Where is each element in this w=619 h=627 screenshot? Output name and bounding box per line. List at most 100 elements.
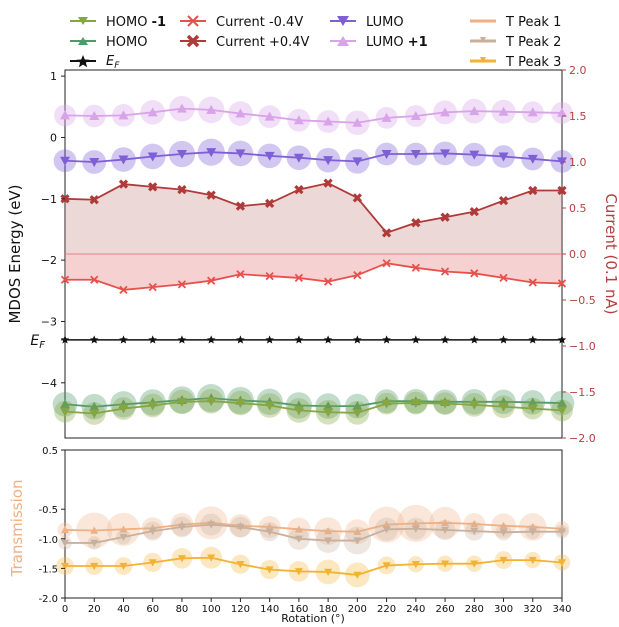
data-point [294,535,303,543]
data-point [148,559,157,567]
legend-text: T Peak 1 [505,15,561,30]
left-tick-label: −1 [41,193,57,206]
data-point [265,198,275,209]
legend-item-tpeak-3: T Peak 3 [470,55,561,70]
data-point [89,401,100,411]
data-point [206,104,217,114]
data-point [324,527,333,535]
data-point [294,184,304,195]
current-neg-fill [65,254,562,290]
legend-item-homo: HOMO [70,35,147,50]
data-point [207,276,216,285]
data-point [382,526,391,534]
data-point [61,539,69,547]
data-point [293,406,304,416]
data-point [557,107,567,117]
svg-text:EF: EF [106,54,120,71]
bottom-y-tick-label: 0.5 [42,446,58,457]
data-point [89,158,100,167]
data-point [498,152,509,162]
left-tick-label: −3 [41,315,57,328]
x-tick-label: 40 [117,604,130,615]
data-point [323,277,333,286]
data-point [89,409,100,419]
legend-bold: -1 [152,15,166,30]
data-point [381,150,392,160]
data-point [119,285,128,295]
legend-item-ef: EF [70,54,120,71]
chart-legend: HOMO -1 HOMO EF Current -0.4V Current +0… [70,15,561,71]
data-point [264,111,275,121]
data-point [148,182,158,192]
right-tick-label: 0.0 [569,248,587,261]
legend-text: LUMO [366,35,408,50]
data-point [90,335,99,344]
data-point [89,111,100,120]
svg-text:HOMO -1: HOMO -1 [106,15,166,30]
data-point [323,401,334,411]
data-point [499,529,508,537]
legend-text: T Peak 2 [505,35,561,50]
data-point [441,560,450,568]
data-point [90,275,99,284]
data-point [352,193,362,203]
data-point [265,566,274,574]
series-cur_neg [60,259,567,295]
x-tick-label: 300 [494,604,513,615]
data-point [382,259,391,268]
data-point [148,527,157,536]
series-lumo1 [54,95,573,136]
left-tick-label: −4 [41,377,57,390]
left-tick-label: 1 [50,70,57,83]
series-ef [60,335,567,344]
star-icon [76,55,90,68]
data-point [382,335,391,344]
data-point [177,335,187,344]
data-point [265,335,274,344]
series-line [64,182,562,234]
legend-text: T Peak 3 [505,55,561,70]
data-point [265,528,274,536]
left-tick-label: −2 [41,254,57,267]
data-point [176,397,187,407]
data-point [470,269,479,278]
data-point [323,116,334,126]
data-point [498,106,509,116]
series-tp3 [56,546,571,588]
x-tick-label: 20 [88,604,101,615]
data-point [323,335,333,344]
legend-item-tpeak-1: T Peak 1 [470,15,561,30]
data-point [323,178,333,188]
right-axis-label: Current (0.1 nA) [602,193,619,314]
x-tick-label: 180 [319,604,338,615]
series-tp1 [57,504,570,549]
data-point [440,335,450,344]
left-axis-label: MDOS Energy (eV) [6,184,24,323]
data-point [90,539,99,547]
data-point [440,107,451,117]
legend-text: Current -0.4V [216,15,303,30]
data-point [119,533,128,542]
data-point [440,212,450,222]
right-tick-label: 1.0 [569,156,587,169]
data-point [265,522,274,531]
data-point [410,111,421,120]
data-point [381,228,392,238]
data-point [61,562,69,571]
right-tick-label: −0.5 [569,294,596,307]
data-point [411,218,421,228]
right-tick-label: −2.0 [569,432,596,445]
ef-tick-main: E [30,333,39,349]
legend-bold: +1 [408,35,428,50]
data-point [381,399,392,409]
x-tick-label: 140 [260,604,279,615]
bottom-panel: 0.5 -0.5 -1.0 -1.5 -2.0 0 20 40 60 80 100 120 140 16… [8,446,572,625]
bottom-y-tick-label: -1.5 [38,564,58,575]
right-tick-label: 0.5 [569,202,587,215]
series-cur_pos [60,178,567,238]
data-point [528,556,537,565]
data-point [352,401,363,411]
data-point [353,571,362,579]
data-point [176,103,187,113]
data-point [352,117,363,127]
